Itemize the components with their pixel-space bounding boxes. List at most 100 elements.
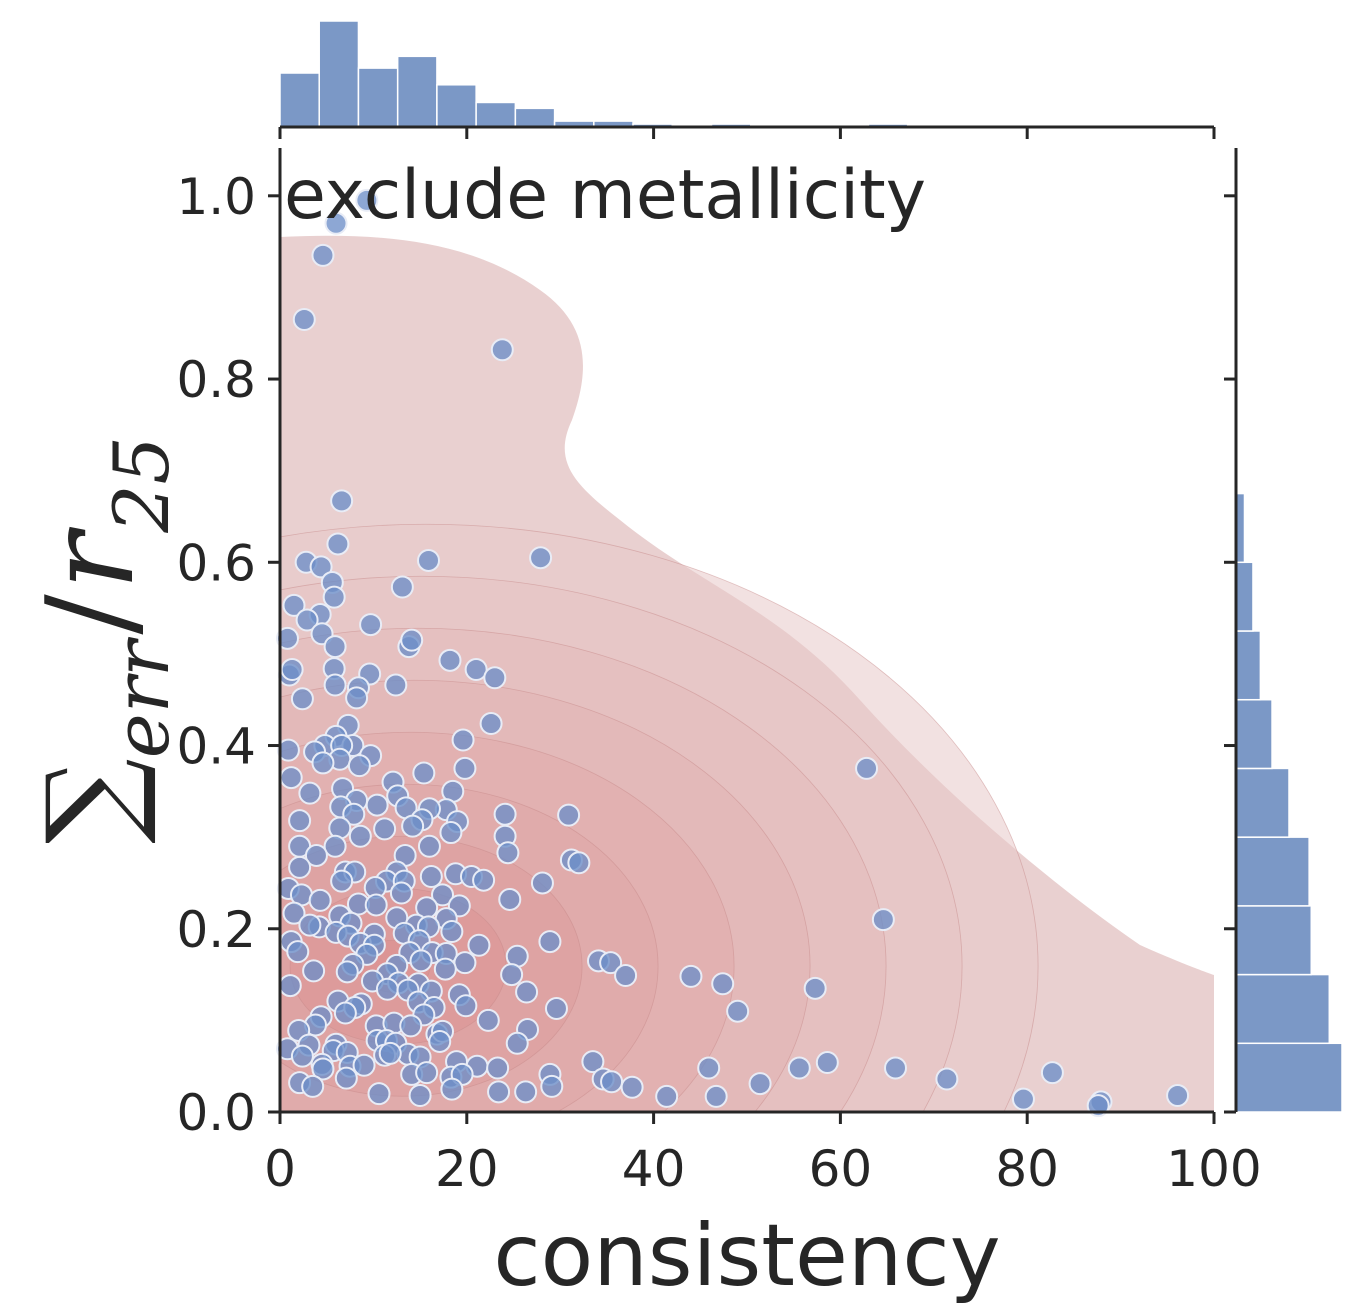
- scatter-point: [484, 667, 505, 688]
- scatter-point: [656, 1086, 677, 1107]
- scatter-point: [441, 921, 462, 942]
- scatter-point: [354, 1055, 375, 1076]
- scatter-point: [369, 1083, 390, 1104]
- scatter-point: [615, 965, 636, 986]
- scatter-point: [413, 763, 434, 784]
- scatter-point: [856, 758, 877, 779]
- scatter-point: [622, 1077, 643, 1098]
- scatter-point: [294, 309, 315, 330]
- y-tick-label: 0.6: [176, 534, 256, 592]
- scatter-point: [337, 961, 358, 982]
- scatter-point: [1167, 1085, 1188, 1106]
- scatter-point: [706, 1086, 727, 1107]
- scatter-point: [546, 998, 567, 1019]
- histogram-x-bar: [358, 68, 397, 127]
- marginal-x-histogram: [280, 21, 1104, 127]
- scatter-point: [327, 533, 348, 554]
- scatter-point: [441, 1079, 462, 1100]
- scatter-point: [421, 866, 442, 887]
- scatter-point: [416, 1062, 437, 1083]
- scatter-point: [385, 675, 406, 696]
- scatter-point: [350, 826, 371, 847]
- scatter-point: [380, 1043, 401, 1064]
- scatter-point: [497, 842, 518, 863]
- y-tick-label: 0.8: [176, 351, 256, 409]
- scatter-point: [302, 1076, 323, 1097]
- histogram-y-bar: [1236, 562, 1253, 631]
- scatter-point: [289, 857, 310, 878]
- scatter-point: [789, 1058, 810, 1079]
- x-tick-label: 60: [809, 1140, 873, 1198]
- histogram-y-bar: [1236, 768, 1289, 837]
- scatter-point: [532, 872, 553, 893]
- histogram-y-bar: [1236, 906, 1311, 975]
- scatter-point: [401, 630, 422, 651]
- scatter-point: [402, 816, 423, 837]
- histogram-x-bar: [515, 108, 554, 127]
- histogram-x-bar: [476, 102, 515, 127]
- scatter-point: [478, 1010, 499, 1031]
- scatter-point: [289, 810, 310, 831]
- scatter-point: [539, 931, 560, 952]
- scatter-point: [805, 978, 826, 999]
- scatter-point: [377, 979, 398, 1000]
- histogram-y-bar: [1236, 1043, 1342, 1112]
- x-tick-label: 20: [435, 1140, 499, 1198]
- scatter-point: [299, 783, 320, 804]
- scatter-point: [541, 1076, 562, 1097]
- scatter-point: [453, 730, 474, 751]
- scatter-point: [336, 1068, 357, 1089]
- scatter-point: [495, 804, 516, 825]
- scatter-point: [324, 587, 345, 608]
- scatter-point: [454, 758, 475, 779]
- scatter-point: [435, 959, 456, 980]
- y-label-slash: /: [22, 594, 161, 635]
- scatter-point: [507, 1033, 528, 1054]
- scatter-point: [601, 1071, 622, 1092]
- y-tick-label: 0.0: [176, 1084, 256, 1142]
- x-tick-label: 100: [1166, 1140, 1261, 1198]
- scatter-point: [280, 975, 301, 996]
- scatter-point: [492, 339, 513, 360]
- svg-text:∑err/r25: ∑err/r25: [22, 436, 186, 844]
- scatter-point: [287, 941, 308, 962]
- histogram-x-bar: [398, 56, 437, 127]
- scatter-point: [468, 935, 489, 956]
- scatter-point: [367, 795, 388, 816]
- scatter-point: [439, 650, 460, 671]
- scatter-point: [1042, 1062, 1063, 1083]
- histogram-x-bar: [437, 85, 476, 127]
- scatter-point: [299, 915, 320, 936]
- scatter-point: [750, 1073, 771, 1094]
- histogram-x-bar: [319, 21, 358, 127]
- scatter-point: [440, 822, 461, 843]
- scatter-point: [392, 577, 413, 598]
- scatter-point: [680, 966, 701, 987]
- marginal-y-histogram: [1236, 494, 1342, 1112]
- x-tick-label: 0: [264, 1140, 296, 1198]
- scatter-point: [455, 995, 476, 1016]
- scatter-point: [281, 767, 302, 788]
- scatter-point: [391, 883, 412, 904]
- scatter-point: [873, 909, 894, 930]
- scatter-point: [335, 1003, 356, 1024]
- scatter-point: [936, 1069, 957, 1090]
- scatter-point: [454, 952, 475, 973]
- scatter-point: [488, 1081, 509, 1102]
- annotation-text: exclude metallicity: [284, 156, 926, 235]
- scatter-point: [325, 636, 346, 657]
- scatter-point: [698, 1058, 719, 1079]
- y-label-sigma: ∑: [22, 758, 161, 844]
- scatter-point: [346, 687, 367, 708]
- scatter-point: [515, 1081, 536, 1102]
- y-label-r: r: [22, 526, 161, 590]
- y-label-r-subscript: 25: [97, 436, 186, 534]
- scatter-point: [499, 889, 520, 910]
- scatter-point: [481, 713, 502, 734]
- scatter-point: [325, 675, 346, 696]
- scatter-point: [374, 818, 395, 839]
- scatter-point: [411, 950, 432, 971]
- scatter-point: [292, 1046, 313, 1067]
- scatter-point: [331, 490, 352, 511]
